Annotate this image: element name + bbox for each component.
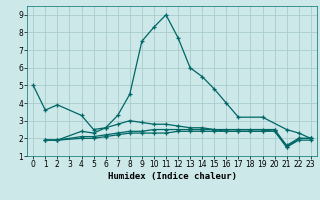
X-axis label: Humidex (Indice chaleur): Humidex (Indice chaleur) (108, 172, 236, 181)
